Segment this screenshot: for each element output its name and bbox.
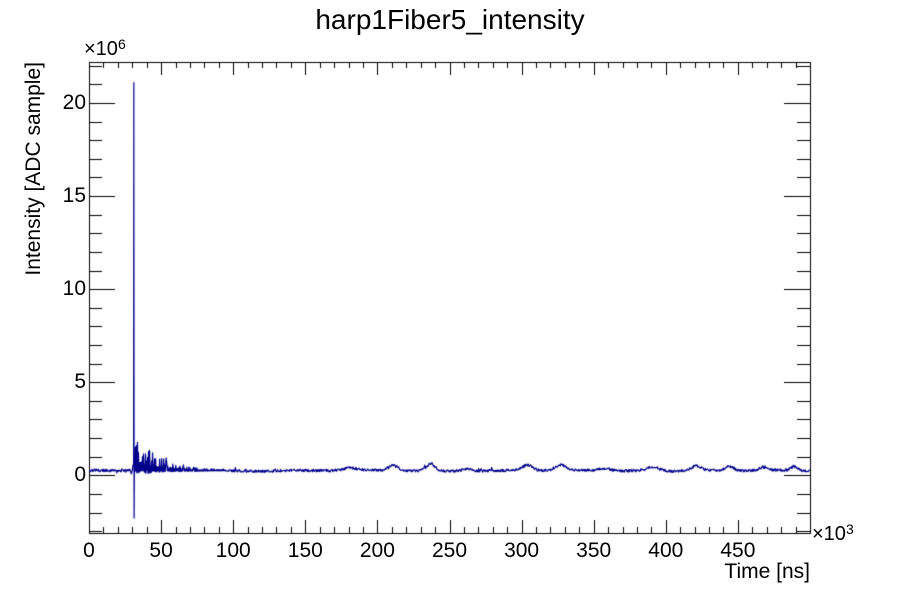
x-exponent-base: ×10 [812,523,846,545]
y-axis-exponent-label: ×106 [84,36,126,61]
y-exponent-base: ×10 [84,38,118,60]
x-tick-label: 400 [648,539,684,562]
y-tick-label: 20 [62,90,86,114]
x-axis-exponent-label: ×103 [812,521,854,546]
x-exponent-power: 3 [845,521,854,537]
y-tick-label: 10 [62,277,86,301]
x-axis-title: Time [ns] [724,560,810,583]
chart-title: harp1Fiber5_intensity [315,4,585,35]
x-tick-label: 450 [720,539,756,562]
x-tick-label: 150 [287,539,323,562]
x-tick-label: 50 [149,539,173,562]
x-tick-label: 0 [83,539,95,562]
x-tick-label: 100 [215,539,251,562]
y-tick-label: 0 [74,463,86,487]
y-exponent-power: 6 [117,36,126,52]
x-tick-label: 300 [504,539,540,562]
y-tick-label: 15 [62,184,86,208]
x-tick-label: 350 [576,539,612,562]
x-tick-label: 200 [359,539,395,562]
x-tick-label: 250 [431,539,468,562]
y-tick-label: 5 [74,370,86,394]
